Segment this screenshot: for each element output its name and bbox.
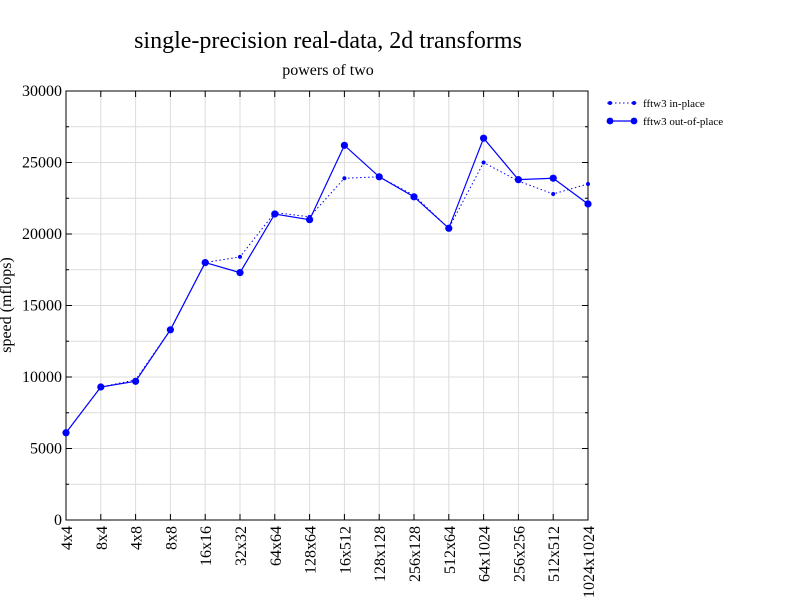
data-point: [132, 377, 140, 385]
data-point: [514, 176, 523, 184]
data-point: [238, 254, 242, 259]
y-tick-label: 5000: [30, 441, 62, 458]
y-tick-label: 20000: [22, 226, 62, 243]
y-tick-label: 30000: [22, 83, 62, 100]
y-tick-label: 25000: [22, 155, 62, 172]
data-point: [201, 259, 209, 267]
data-point: [97, 383, 105, 391]
data-point: [62, 429, 70, 437]
y-tick-label: 10000: [22, 369, 62, 386]
chart-subtitle: powers of two: [282, 62, 374, 79]
x-tick-label: 8x8: [163, 526, 180, 550]
legend-marker: [606, 117, 614, 125]
x-tick-label: 256x128: [407, 526, 424, 582]
legend-marker: [608, 101, 612, 105]
y-axis-label: speed (mflops): [0, 257, 15, 353]
data-point: [584, 200, 592, 208]
data-point: [445, 224, 453, 232]
series: [62, 134, 592, 437]
legend-marker: [632, 101, 636, 105]
x-tick-label: 64x1024: [477, 526, 494, 582]
x-tick-label: 512x512: [546, 526, 563, 582]
x-tick-label: 128x64: [303, 526, 320, 574]
data-point: [375, 173, 383, 181]
x-tick-label: 8x4: [94, 526, 111, 550]
x-tick-label: 1024x1024: [581, 526, 598, 598]
x-tick-label: 512x64: [442, 526, 459, 574]
axis-ticks: 0 5000 10000 15000 20000 25000 30000 4x4 8x4 4x8 8…: [22, 83, 598, 598]
legend-label: fftw3 in-place: [643, 98, 705, 110]
x-tick-label: 4x4: [59, 526, 76, 550]
chart-title: single-precision real-data, 2d transform…: [134, 28, 522, 54]
data-point: [549, 174, 557, 182]
legend-label: fftw3 out-of-place: [643, 116, 723, 128]
data-point: [166, 326, 174, 334]
legend: fftw3 in-place fftw3 out-of-place: [606, 98, 723, 128]
data-point: [551, 191, 556, 196]
data-point: [342, 176, 347, 181]
grid: [66, 91, 588, 520]
data-point: [236, 269, 244, 277]
data-point: [481, 160, 486, 165]
data-point: [306, 216, 314, 224]
x-tick-label: 32x32: [233, 526, 250, 566]
series-line: [65, 161, 589, 434]
x-tick-label: 256x256: [511, 526, 528, 582]
series-line: [65, 137, 589, 434]
y-tick-label: 0: [54, 512, 62, 529]
y-tick-label: 15000: [22, 298, 62, 315]
x-tick-label: 16x512: [337, 526, 354, 574]
data-point: [340, 141, 348, 149]
data-point: [410, 193, 418, 201]
x-tick-label: 4x8: [129, 526, 146, 550]
data-point: [480, 134, 488, 142]
x-tick-label: 64x64: [268, 526, 285, 566]
x-tick-label: 16x16: [198, 526, 215, 566]
data-point: [586, 181, 590, 186]
data-point: [271, 210, 279, 218]
legend-marker: [630, 117, 638, 125]
x-tick-label: 128x128: [372, 526, 389, 582]
